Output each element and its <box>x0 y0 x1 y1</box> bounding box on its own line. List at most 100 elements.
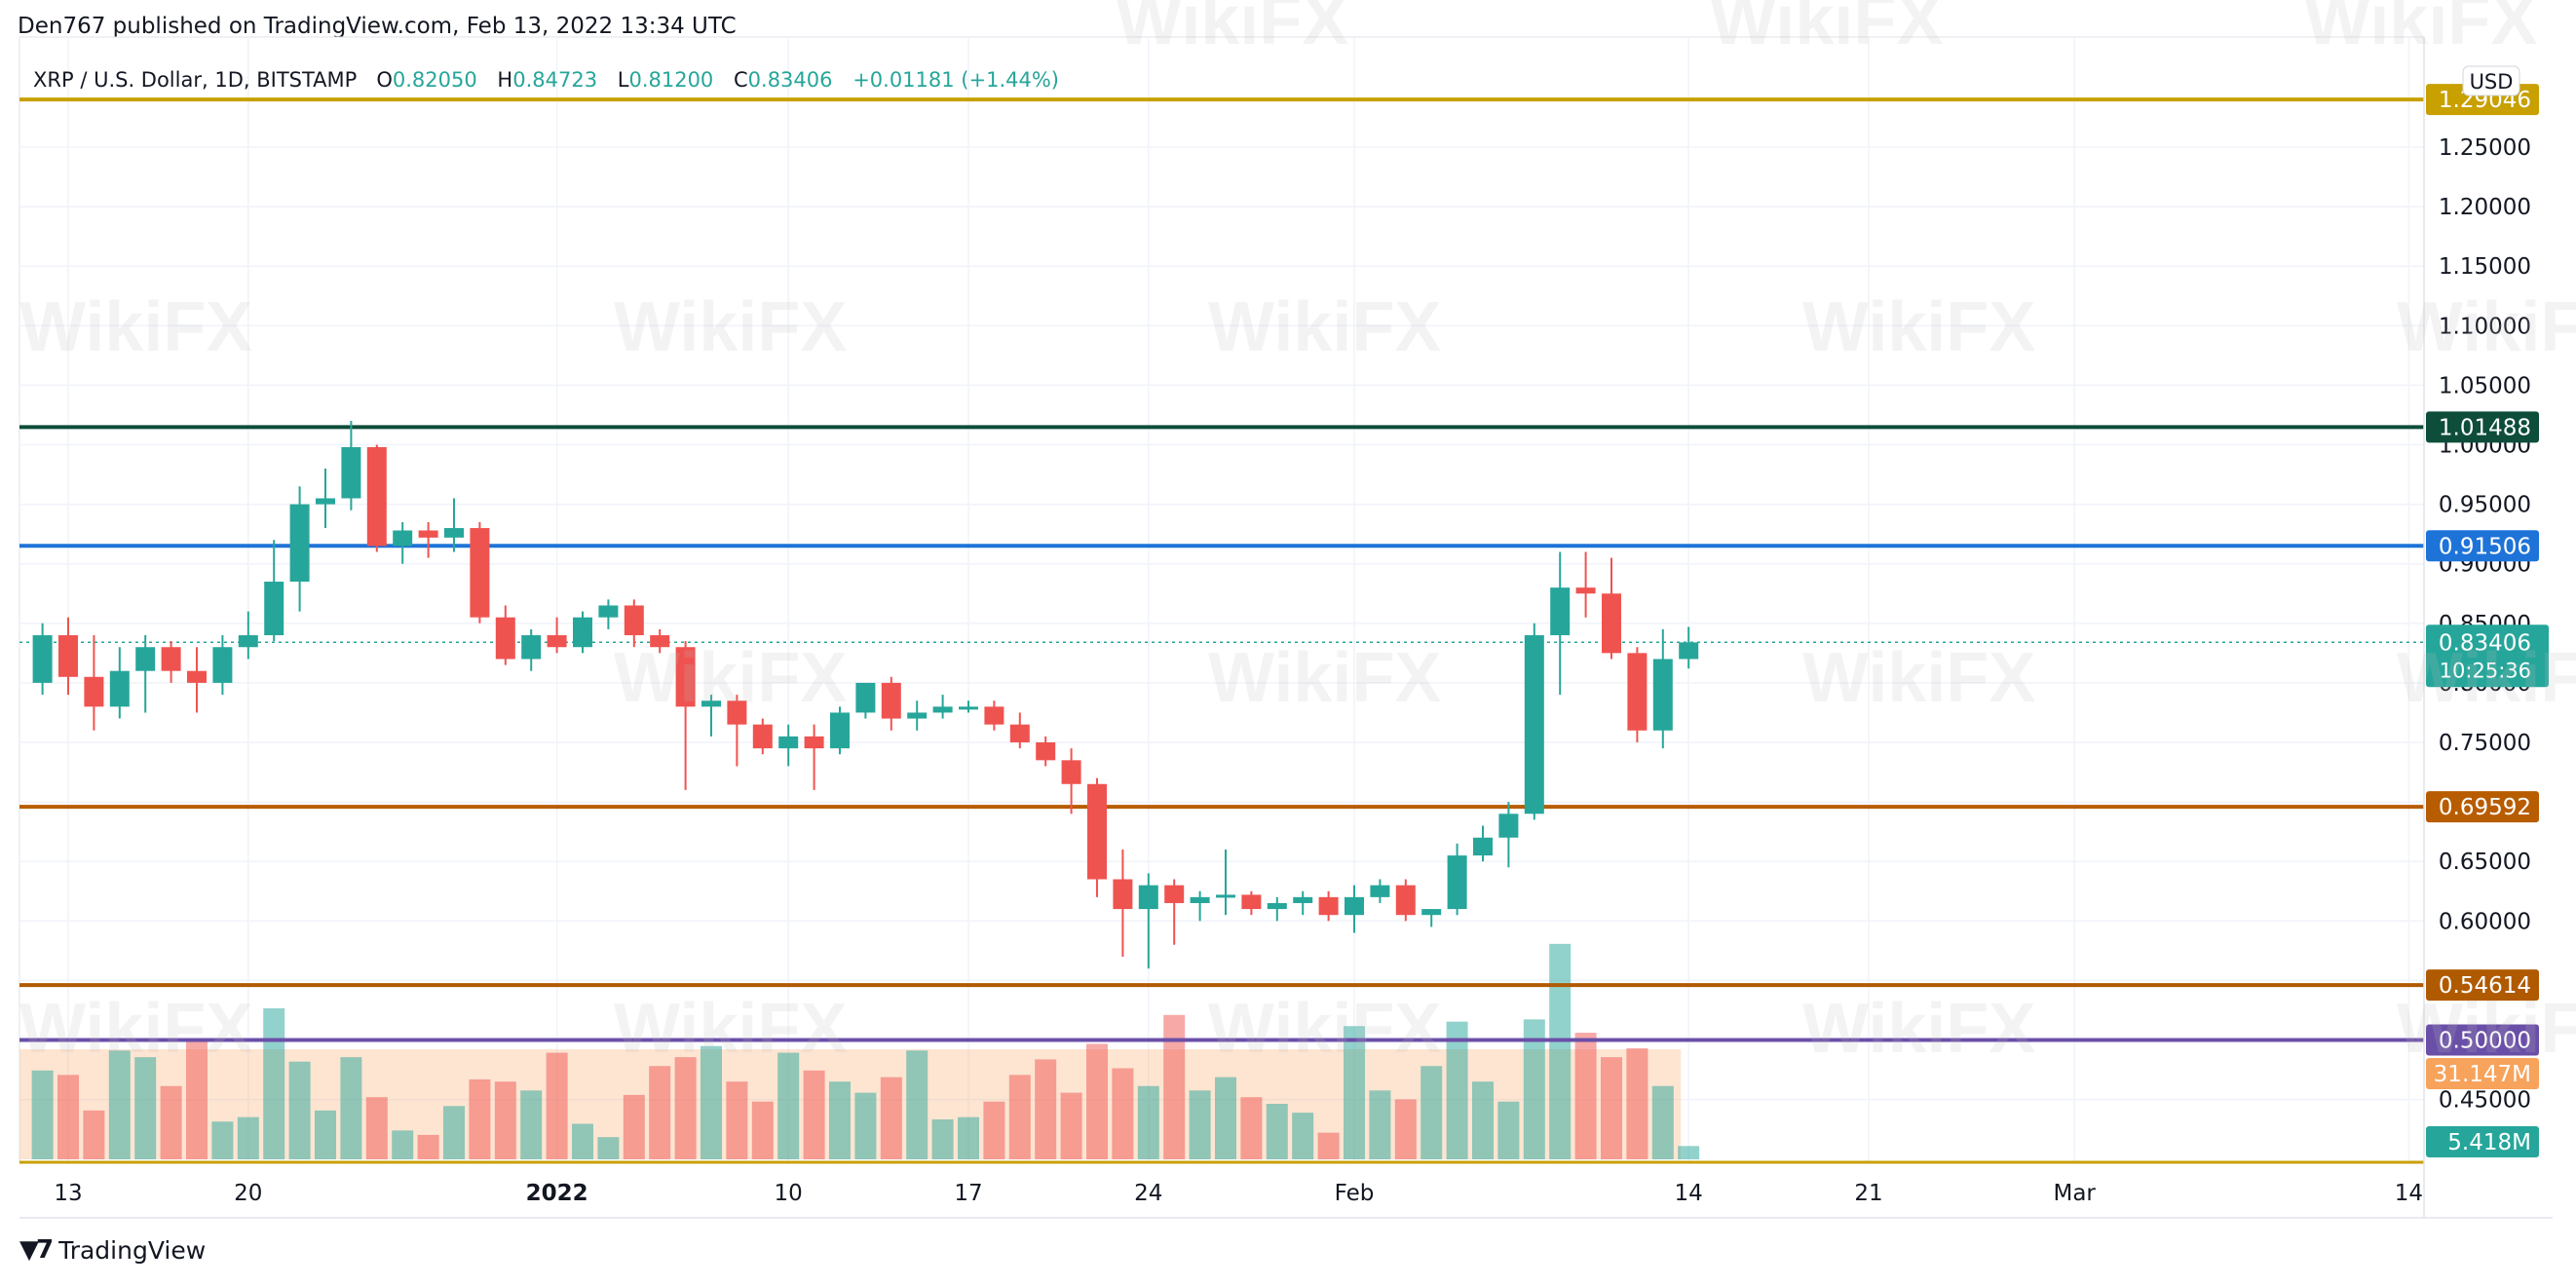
volume-bar <box>726 1081 748 1159</box>
price-tick-label: 0.75000 <box>2439 731 2531 756</box>
volume-bar <box>1574 1033 1597 1159</box>
candle-body <box>932 706 953 713</box>
volume-bar <box>1060 1092 1082 1159</box>
candle-body <box>58 635 78 677</box>
candle-body <box>1267 902 1287 910</box>
close-label: C <box>733 68 748 92</box>
plot-area <box>19 36 2425 1163</box>
volume-bar <box>649 1066 671 1159</box>
volume-bar <box>1601 1057 1622 1159</box>
volume-bar <box>160 1085 182 1159</box>
volume-bar <box>931 1118 954 1159</box>
volume-bar <box>340 1057 362 1159</box>
candle-body <box>1421 909 1442 916</box>
price-tick-label: 1.10000 <box>2439 314 2531 339</box>
volume-bar <box>83 1110 105 1159</box>
candle-body <box>1498 813 1519 838</box>
volume-bar <box>1369 1090 1391 1159</box>
candle-body <box>238 635 258 648</box>
candle-body <box>1087 783 1107 880</box>
candle-body <box>804 736 824 749</box>
open-label: O <box>376 68 393 92</box>
volume-bar <box>1266 1104 1288 1159</box>
price-tick-label: 1.20000 <box>2439 195 2531 220</box>
candle-body <box>701 700 721 707</box>
time-tick-label: 14 <box>2395 1181 2423 1206</box>
currency-badge <box>2462 65 2520 96</box>
volume-bar <box>108 1050 131 1159</box>
volume-bar <box>751 1101 774 1159</box>
volume-bar <box>1292 1113 1314 1159</box>
line-price-badge <box>2426 530 2539 562</box>
volume-bar <box>392 1130 414 1159</box>
line-price-badge-label: 0.50000 <box>2439 1029 2531 1054</box>
candle-body <box>1575 587 1596 594</box>
candle-body <box>289 504 310 583</box>
publish-info: Den767 published on TradingView.com, Feb… <box>18 14 737 39</box>
volume-bar <box>1189 1090 1211 1159</box>
time-tick-label: 2022 <box>526 1181 588 1206</box>
time-tick-label: 10 <box>775 1181 803 1206</box>
high-value: 0.84723 <box>512 68 598 92</box>
candle-body <box>212 647 233 683</box>
chart-grid <box>19 36 2425 1163</box>
candle-body <box>1447 855 1467 910</box>
candle-body <box>547 635 567 648</box>
candle-body <box>521 635 542 660</box>
volume-bar <box>263 1007 285 1159</box>
line-price-badge-label: 0.54614 <box>2439 973 2531 999</box>
candle-body <box>135 647 156 671</box>
candle-body <box>84 676 104 707</box>
volume-bar <box>1240 1097 1263 1159</box>
candle-body <box>1293 896 1313 903</box>
volume-badge <box>2426 1126 2539 1157</box>
volume-badge-label: 31.147M <box>2434 1062 2531 1087</box>
volume-bar <box>1626 1048 1648 1159</box>
last-price-badge <box>2426 624 2549 688</box>
line-price-badge-label: 0.91506 <box>2439 534 2531 559</box>
volume-bar <box>443 1106 465 1159</box>
candle-body <box>727 700 747 725</box>
candle-body <box>881 682 901 719</box>
tradingview-logo[interactable]: ▼7 TradingView <box>19 1235 206 1265</box>
candle-body <box>1241 894 1262 910</box>
close-value: 0.83406 <box>747 68 833 92</box>
candle-body <box>1216 894 1235 898</box>
candles <box>32 421 1699 969</box>
low-value: 0.81200 <box>628 68 714 92</box>
time-tick-label: 17 <box>954 1181 982 1206</box>
candle-body <box>495 617 515 660</box>
candle-body <box>1345 896 1364 916</box>
time-tick-label: 20 <box>234 1181 262 1206</box>
candle-body <box>1679 642 1699 660</box>
volume-bar <box>1112 1068 1134 1159</box>
price-tick-label: 1.15000 <box>2439 254 2531 280</box>
volume-badge-label: 5.418M <box>2447 1130 2531 1155</box>
last-price-label: 0.83406 <box>2439 630 2531 656</box>
volume-bar <box>1549 943 1572 1159</box>
candle-body <box>1113 879 1133 910</box>
candle-body <box>1061 760 1081 784</box>
candle-body <box>1627 653 1648 731</box>
volume-bar <box>1137 1085 1159 1159</box>
candle-body <box>470 528 490 618</box>
candle-body <box>366 446 387 547</box>
volume-bar <box>1215 1077 1236 1159</box>
candle-body <box>316 498 335 505</box>
candle-body <box>1190 896 1210 903</box>
price-tick-label: 0.45000 <box>2439 1088 2531 1114</box>
candle-body <box>752 724 773 749</box>
low-label: L <box>617 68 629 92</box>
line-price-badge <box>2426 411 2539 443</box>
candle-body <box>855 682 876 713</box>
price-tick-label: 1.25000 <box>2439 135 2531 161</box>
price-tick-label: 1.05000 <box>2439 373 2531 398</box>
volume-bar <box>315 1110 336 1159</box>
candle-body <box>187 670 207 683</box>
volume-badge <box>2426 1058 2539 1089</box>
volume-bar <box>1497 1101 1520 1159</box>
volume-bars <box>19 943 1700 1159</box>
candle-body <box>830 712 850 749</box>
candle-body <box>341 446 361 499</box>
